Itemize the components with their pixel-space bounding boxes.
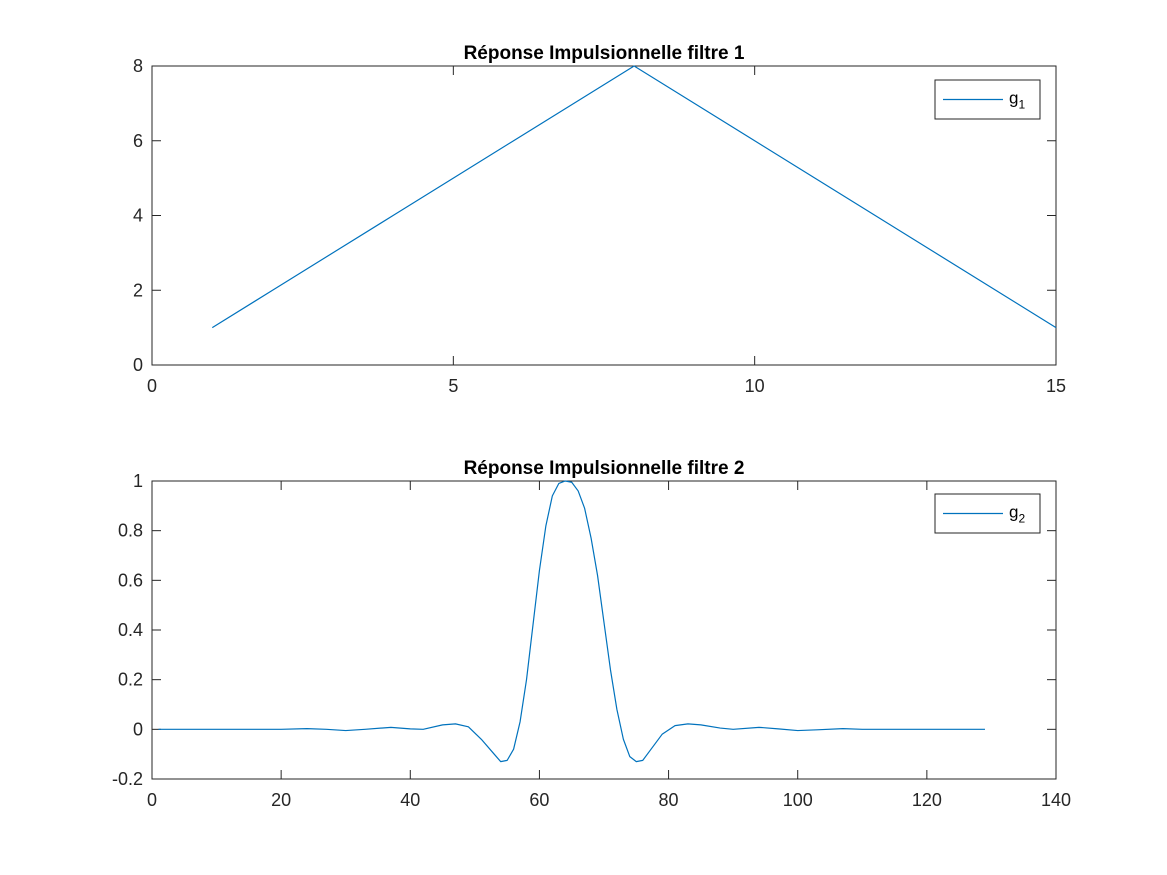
x-tick-label: 0	[147, 376, 157, 396]
legend-label-base: g	[1009, 503, 1018, 522]
y-tick-label: 0.2	[118, 670, 143, 690]
y-tick-label: 0.6	[118, 570, 143, 590]
y-tick-label: 2	[133, 280, 143, 300]
x-tick-label: 120	[912, 790, 942, 810]
axes-box	[151, 65, 1057, 366]
y-tick-label: 0.8	[118, 521, 143, 541]
series-line-g-2	[158, 480, 985, 763]
subplot-filtre-1: 0 5 10 15 0 2 4 6 8 Réponse Impulsionnelle filtre…	[133, 43, 1066, 396]
legend-label: g1	[1009, 89, 1025, 112]
x-tick-label: 100	[783, 790, 813, 810]
x-tick-label: 5	[448, 376, 458, 396]
series-line-g-1	[211, 65, 1057, 329]
x-tick-label: 40	[400, 790, 420, 810]
x-tick-label: 20	[271, 790, 291, 810]
x-tick-label: 10	[745, 376, 765, 396]
chart-title: Réponse Impulsionnelle filtre 1	[464, 43, 745, 64]
legend-label-subscript: 1	[1018, 98, 1025, 112]
legend-label-subscript: 2	[1018, 512, 1025, 526]
y-tick-label: 0	[133, 355, 143, 375]
x-tick-label: 140	[1041, 790, 1071, 810]
x-tick-label: 60	[529, 790, 549, 810]
y-tick-label: 0	[133, 719, 143, 739]
legend-label: g2	[1009, 503, 1025, 526]
subplot-filtre-2: 0 20 40 60 80 100 120 140-0.200.20.40.60.81Répo…	[112, 458, 1071, 810]
y-tick-label: -0.2	[112, 769, 143, 789]
legend-label-base: g	[1009, 89, 1018, 108]
x-tick-label: 15	[1046, 376, 1066, 396]
x-tick-label: 0	[147, 790, 157, 810]
axes-box	[151, 480, 1057, 780]
y-tick-label: 4	[133, 206, 143, 226]
y-tick-label: 6	[133, 131, 143, 151]
y-tick-label: 0.4	[118, 620, 143, 640]
chart-title: Réponse Impulsionnelle filtre 2	[464, 458, 745, 479]
x-tick-label: 80	[659, 790, 679, 810]
y-tick-label: 1	[133, 471, 143, 491]
y-tick-label: 8	[133, 56, 143, 76]
